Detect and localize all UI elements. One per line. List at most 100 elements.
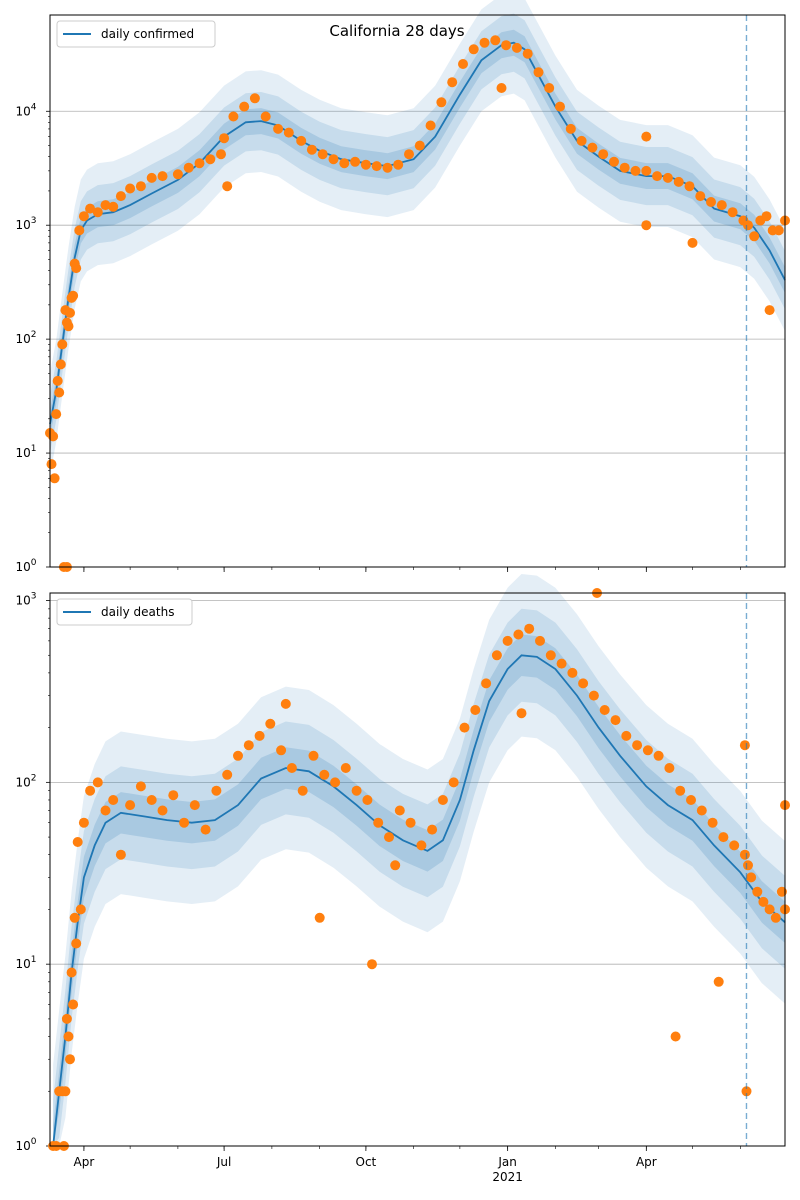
data-point: [72, 837, 83, 847]
data-point: [63, 1031, 74, 1042]
data-point: [686, 795, 696, 805]
legend-bottom-label: daily deaths: [101, 605, 174, 619]
data-point: [770, 912, 781, 923]
data-point: [632, 740, 643, 751]
data-point: [92, 777, 103, 788]
data-point: [664, 763, 675, 773]
data-point: [135, 181, 146, 192]
data-point: [260, 111, 271, 122]
y-tick-base: 10: [15, 332, 30, 346]
data-point: [479, 37, 490, 48]
data-point: [179, 817, 190, 828]
data-point: [314, 912, 325, 923]
data-point: [716, 200, 727, 211]
data-point: [286, 763, 297, 773]
data-point: [555, 101, 565, 112]
x-tick-label: Apr: [74, 1155, 95, 1169]
y-tick-base: 10: [15, 446, 30, 460]
data-point: [610, 715, 621, 726]
x-tick-label: Jan: [497, 1155, 517, 1169]
data-point: [502, 635, 513, 646]
data-point: [100, 200, 111, 211]
data-point: [68, 290, 79, 301]
data-point: [776, 886, 787, 897]
y-tick-base: 10: [15, 104, 30, 118]
data-point: [68, 999, 79, 1010]
data-point: [653, 750, 664, 761]
data-point: [85, 203, 96, 214]
data-point: [146, 795, 157, 805]
y-tick-label: 102: [15, 330, 36, 346]
uncertainty-band: [50, 13, 785, 454]
data-point: [157, 171, 168, 182]
data-point: [684, 181, 695, 192]
data-point: [189, 800, 200, 811]
data-point: [183, 162, 194, 173]
data-point: [516, 708, 527, 719]
data-point: [276, 745, 287, 756]
data-point: [384, 832, 394, 843]
data-point: [194, 158, 205, 169]
data-point: [524, 623, 535, 634]
data-point: [545, 650, 556, 661]
data-point: [458, 59, 468, 69]
data-point: [522, 48, 533, 59]
data-point: [200, 824, 211, 835]
data-point: [713, 976, 724, 987]
data-point: [513, 629, 524, 640]
uncertainty-band: [50, 29, 785, 437]
y-tick-exponent: 1: [31, 444, 37, 454]
x-tick-label: Apr: [636, 1155, 657, 1169]
y-tick-label: 102: [15, 773, 36, 789]
y-tick-label: 101: [15, 955, 36, 971]
x-tick-label: Oct: [356, 1155, 377, 1169]
y-tick-label: 100: [15, 1137, 36, 1153]
data-point: [211, 785, 222, 796]
data-point: [695, 191, 706, 202]
data-point: [670, 1031, 681, 1042]
axes-frame: [49, 592, 786, 1147]
data-point: [125, 800, 136, 811]
data-point: [390, 860, 401, 871]
data-point: [75, 904, 86, 915]
data-point: [265, 718, 276, 729]
y-tick-base: 10: [15, 594, 30, 608]
data-point: [718, 832, 729, 843]
data-point: [228, 111, 239, 122]
data-point: [578, 678, 589, 689]
data-point: [404, 149, 414, 160]
data-point: [425, 120, 436, 131]
data-point: [588, 690, 599, 701]
data-point: [630, 165, 641, 176]
data-point: [78, 817, 89, 828]
data-point: [65, 1054, 75, 1065]
data-point: [599, 705, 610, 715]
axes-frame: [49, 14, 786, 568]
data-point: [764, 305, 775, 316]
data-point: [360, 159, 371, 170]
x-year-label: 2021: [492, 1170, 523, 1184]
data-point: [283, 127, 294, 138]
uncertainty-band: [53, 574, 786, 1146]
data-point: [60, 1086, 71, 1097]
data-point: [576, 135, 587, 146]
data-point: [707, 817, 718, 828]
data-point: [565, 123, 576, 134]
data-point: [642, 745, 653, 756]
y-tick-exponent: 3: [31, 592, 37, 602]
data-point: [222, 181, 233, 192]
y-tick-exponent: 4: [31, 102, 37, 112]
data-point: [146, 172, 157, 183]
data-point: [222, 769, 233, 780]
data-point: [598, 149, 609, 160]
data-point: [729, 840, 740, 851]
data-point: [308, 750, 319, 761]
data-point: [567, 667, 578, 678]
data-point: [350, 156, 361, 167]
data-point: [48, 431, 59, 442]
data-point: [51, 409, 62, 420]
data-point: [92, 207, 103, 218]
y-tick-exponent: 1: [31, 955, 37, 965]
data-point: [739, 849, 750, 860]
